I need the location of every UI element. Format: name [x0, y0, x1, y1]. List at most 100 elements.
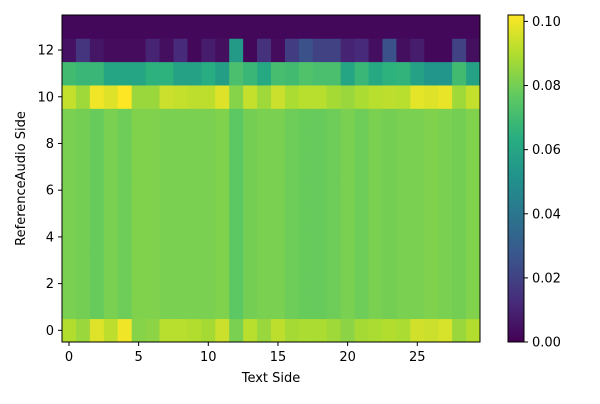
heatmap-cell: [62, 108, 77, 133]
heatmap-cell: [466, 295, 481, 320]
heatmap-cell: [410, 248, 425, 273]
heatmap-cell: [131, 155, 146, 179]
heatmap-cell: [271, 61, 286, 86]
heatmap-cell: [201, 248, 216, 273]
heatmap-cell: [173, 85, 188, 109]
heatmap-cell: [145, 201, 160, 226]
heatmap-cell: [410, 295, 425, 320]
heatmap-cell: [89, 225, 105, 249]
heatmap-cell: [354, 271, 369, 296]
heatmap-cell: [201, 85, 216, 109]
heatmap-cell: [368, 248, 383, 273]
heatmap-cell: [215, 108, 230, 133]
heatmap-cell: [201, 155, 216, 179]
heatmap-cell: [382, 38, 397, 63]
heatmap-cell: [271, 38, 286, 63]
heatmap-cell: [187, 295, 202, 320]
heatmap-cell: [229, 61, 244, 86]
heatmap-cell: [452, 108, 467, 133]
heatmap-cell: [340, 225, 355, 249]
heatmap-cell: [257, 155, 272, 179]
heatmap-cell: [298, 248, 314, 273]
heatmap-cell: [187, 131, 202, 156]
heatmap-cell: [103, 85, 119, 109]
heatmap-cell: [452, 15, 467, 39]
heatmap-cell: [340, 295, 355, 320]
heatmap-cell: [89, 295, 105, 320]
heatmap-cell: [271, 131, 286, 156]
heatmap-cell: [201, 318, 216, 343]
heatmap-cell: [298, 155, 314, 179]
heatmap-cell: [410, 15, 425, 39]
heatmap-cell: [326, 271, 342, 296]
heatmap-cell: [131, 131, 146, 156]
heatmap-cell: [173, 271, 188, 296]
heatmap-cell: [75, 155, 91, 179]
heatmap-cell: [438, 318, 453, 343]
heatmap-cell: [229, 155, 244, 179]
y-tick-label: 8: [46, 137, 54, 152]
heatmap-cell: [215, 38, 230, 63]
heatmap-cell: [382, 248, 397, 273]
heatmap-cell: [312, 15, 328, 39]
heatmap-cell: [89, 131, 105, 156]
heatmap-cell: [438, 131, 453, 156]
heatmap-cell: [424, 131, 439, 156]
heatmap-cell: [145, 85, 160, 109]
heatmap-cell: [145, 248, 160, 273]
heatmap-cell: [438, 225, 453, 249]
heatmap-cell: [410, 178, 425, 203]
heatmap-cell: [396, 15, 411, 39]
heatmap-cell: [354, 85, 369, 109]
heatmap-cell: [62, 271, 77, 296]
heatmap-cell: [145, 38, 160, 63]
heatmap-cell: [75, 248, 91, 273]
heatmap-cell: [131, 295, 146, 320]
heatmap-cell: [466, 271, 481, 296]
heatmap-cell: [382, 318, 397, 343]
heatmap-cell: [201, 201, 216, 226]
heatmap-cell: [131, 271, 146, 296]
heatmap-cell: [284, 295, 300, 320]
heatmap-cell: [117, 295, 133, 320]
heatmap-cell: [173, 38, 188, 63]
plot-frame: [61, 14, 481, 343]
heatmap-cell: [424, 295, 439, 320]
heatmap-cell: [131, 178, 146, 203]
heatmap-cell: [271, 85, 286, 109]
heatmap-cell: [340, 201, 355, 226]
heatmap-cell: [312, 38, 328, 63]
heatmap-cell: [131, 38, 146, 63]
heatmap-cell: [424, 15, 439, 39]
heatmap-cell: [396, 108, 411, 133]
heatmap-cell: [368, 225, 383, 249]
heatmap-cell: [340, 15, 355, 39]
heatmap-cell: [312, 201, 328, 226]
heatmap-cell: [145, 271, 160, 296]
heatmap-cell: [131, 318, 146, 343]
heatmap-cell: [159, 271, 174, 296]
heatmap-cell: [354, 108, 369, 133]
heatmap-cell: [452, 155, 467, 179]
heatmap-cell: [382, 178, 397, 203]
heatmap-cell: [257, 225, 272, 249]
heatmap-cell: [62, 131, 77, 156]
heatmap-cell: [424, 225, 439, 249]
heatmap-cell: [117, 38, 133, 63]
heatmap-cell: [159, 295, 174, 320]
heatmap-cell: [340, 155, 355, 179]
heatmap-cell: [229, 131, 244, 156]
heatmap-cell: [312, 178, 328, 203]
heatmap-cell: [187, 201, 202, 226]
heatmap-cell: [173, 155, 188, 179]
heatmap-cell: [271, 225, 286, 249]
heatmap-cell: [159, 61, 174, 86]
heatmap-cell: [75, 271, 91, 296]
heatmap-cell: [215, 318, 230, 343]
heatmap-cell: [298, 38, 314, 63]
heatmap-cell: [145, 61, 160, 86]
heatmap-cell: [62, 15, 77, 39]
heatmap-cell: [103, 155, 119, 179]
heatmap-cell: [243, 201, 258, 226]
heatmap-cell: [229, 271, 244, 296]
